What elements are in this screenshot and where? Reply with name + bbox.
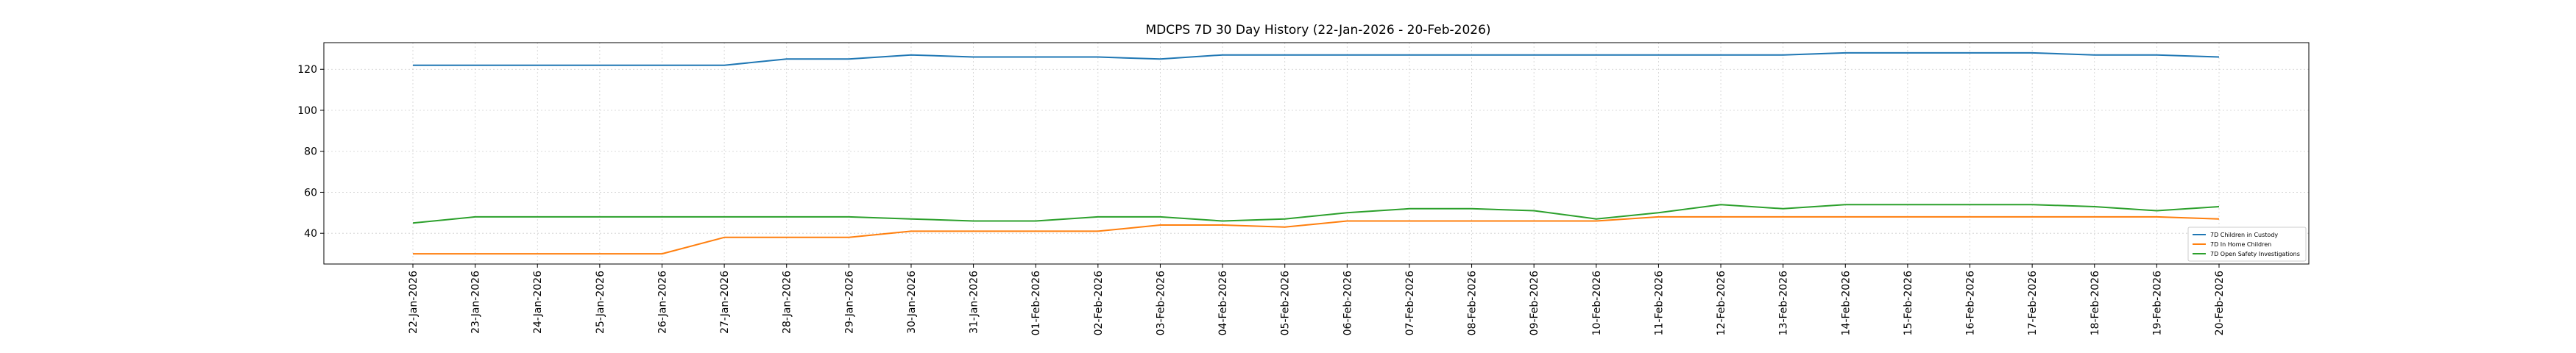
y-tick-label: 80 (304, 146, 317, 158)
x-tick-label: 02-Feb-2026 (1093, 271, 1105, 335)
x-tick-label: 24-Jan-2026 (532, 271, 544, 334)
x-tick-label: 12-Feb-2026 (1716, 271, 1727, 335)
x-tick-label: 23-Jan-2026 (470, 271, 482, 334)
legend-label-3: 7D Open Safety Investigations (2210, 251, 2300, 257)
x-tick-label: 06-Feb-2026 (1342, 271, 1354, 335)
x-tick-label: 25-Jan-2026 (595, 271, 606, 334)
x-tick-label: 10-Feb-2026 (1591, 271, 1603, 335)
series-line-2 (413, 215, 2220, 255)
axes: 22-Jan-2026 23-Jan-2026 24-Jan-2026 25-Jan-… (297, 64, 2226, 335)
y-tick-label: 120 (297, 64, 317, 76)
x-tick-label: 22-Jan-2026 (408, 271, 420, 334)
legend-label-2: 7D In Home Children (2210, 241, 2271, 248)
chart-title: MDCPS 7D 30 Day History (22-Jan-2026 - 2… (1145, 23, 1490, 38)
legend-box (2187, 227, 2307, 262)
series-lines (412, 51, 2220, 255)
x-tick-label: 29-Jan-2026 (843, 271, 855, 334)
x-tick-label: 19-Feb-2026 (2151, 271, 2163, 335)
x-tick-label: 30-Jan-2026 (906, 271, 918, 334)
series-line-1 (413, 51, 2220, 66)
x-tick-label: 27-Jan-2026 (719, 271, 731, 334)
legend: 7D Children in Custody 7D In Home Childre… (2187, 227, 2307, 262)
x-tick-label: 20-Feb-2026 (2214, 271, 2226, 335)
x-tick-label: 14-Feb-2026 (1840, 271, 1852, 335)
x-tick-label: 18-Feb-2026 (2090, 271, 2101, 335)
x-tick-label: 31-Jan-2026 (969, 271, 980, 334)
x-tick-label: 16-Feb-2026 (1965, 271, 1977, 335)
legend-label-1: 7D Children in Custody (2210, 232, 2278, 238)
x-tick-label: 26-Jan-2026 (657, 271, 668, 334)
grid (324, 43, 2309, 264)
series-line-3 (412, 204, 2220, 224)
y-tick-label: 100 (297, 105, 317, 117)
x-tick-label: 08-Feb-2026 (1467, 271, 1479, 335)
x-tick-label: 13-Feb-2026 (1778, 271, 1790, 335)
x-tick-label: 01-Feb-2026 (1030, 271, 1042, 335)
x-tick-label: 15-Feb-2026 (1903, 271, 1914, 335)
y-tick-label: 40 (304, 228, 317, 240)
x-tick-label: 07-Feb-2026 (1404, 271, 1416, 335)
x-tick-label: 05-Feb-2026 (1280, 271, 1292, 335)
plot-frame (323, 42, 2310, 265)
x-tick-label: 11-Feb-2026 (1653, 271, 1665, 335)
y-tick-label: 60 (304, 187, 317, 199)
x-tick-label: 28-Jan-2026 (782, 271, 793, 334)
x-tick-label: 04-Feb-2026 (1217, 271, 1229, 335)
x-tick-label: 03-Feb-2026 (1155, 271, 1167, 335)
x-tick-label: 17-Feb-2026 (2027, 271, 2039, 335)
x-tick-label: 09-Feb-2026 (1529, 271, 1540, 335)
